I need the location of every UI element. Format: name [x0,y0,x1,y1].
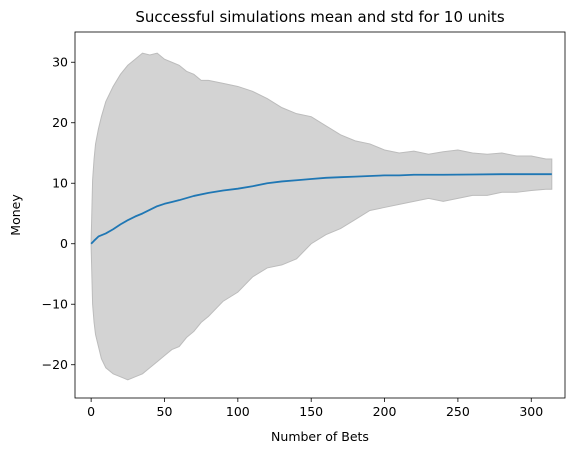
mean-line [90,173,552,245]
x-axis-title: Number of Bets [271,429,369,444]
y-axis: −20 −10 0 10 20 30 [42,55,75,372]
x-tick-label: 50 [157,404,173,419]
x-tick-label: 250 [446,404,470,419]
y-tick-label: 30 [52,55,68,70]
y-axis-title: Money [8,194,23,236]
x-tick-label: 200 [373,404,397,419]
std-band [90,52,553,381]
x-tick-label: 300 [519,404,543,419]
chart-title: Successful simulations mean and std for … [135,8,504,26]
x-axis: 0 50 100 150 200 250 300 [87,398,543,419]
x-tick-label: 0 [87,404,95,419]
y-tick-label: −10 [42,297,68,312]
x-tick-label: 150 [299,404,323,419]
y-tick-label: 10 [52,176,68,191]
plot-frame [74,31,566,399]
y-tick-label: 0 [60,236,68,251]
plot-area [90,52,553,381]
y-tick-label: −20 [42,357,68,372]
y-tick-label: 20 [52,115,68,130]
x-tick-label: 100 [226,404,250,419]
